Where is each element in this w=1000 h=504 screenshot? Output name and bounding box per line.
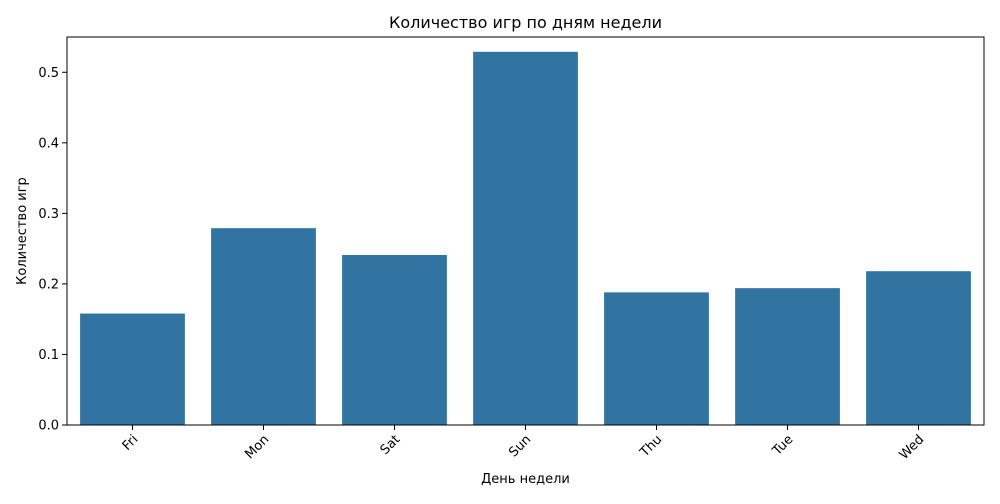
x-axis: Fri Mon Sat Sun Thu Tue Wed bbox=[120, 425, 928, 463]
plot-frame bbox=[66, 36, 985, 426]
bar-sat bbox=[342, 254, 447, 425]
y-tick-label: 0.3 bbox=[38, 207, 59, 222]
bar-thu bbox=[604, 292, 709, 425]
chart-title: Количество игр по дням недели bbox=[389, 13, 662, 32]
x-tick-label: Sat bbox=[378, 432, 404, 458]
y-tick-label: 0.1 bbox=[38, 348, 59, 363]
bar-tue bbox=[735, 288, 840, 425]
bar-sun bbox=[473, 51, 578, 425]
x-tick-label: Fri bbox=[120, 432, 142, 454]
y-axis-label: Количество игр bbox=[15, 177, 30, 285]
bars-group bbox=[80, 51, 971, 425]
y-tick-label: 0.5 bbox=[38, 66, 59, 81]
x-tick-label: Thu bbox=[637, 432, 666, 461]
x-tick-label: Sun bbox=[506, 432, 534, 460]
y-axis: 0.0 0.1 0.2 0.3 0.4 0.5 bbox=[38, 66, 67, 434]
y-tick-label: 0.0 bbox=[38, 419, 59, 434]
x-axis-label: День недели bbox=[481, 472, 570, 487]
bar-mon bbox=[211, 228, 316, 425]
bar-fri bbox=[80, 313, 185, 425]
x-tick-label: Mon bbox=[242, 432, 272, 462]
y-tick-label: 0.4 bbox=[38, 136, 59, 151]
y-tick-label: 0.2 bbox=[38, 277, 59, 292]
bar-wed bbox=[866, 271, 971, 425]
x-tick-label: Wed bbox=[897, 432, 928, 463]
x-tick-label: Tue bbox=[769, 432, 796, 459]
